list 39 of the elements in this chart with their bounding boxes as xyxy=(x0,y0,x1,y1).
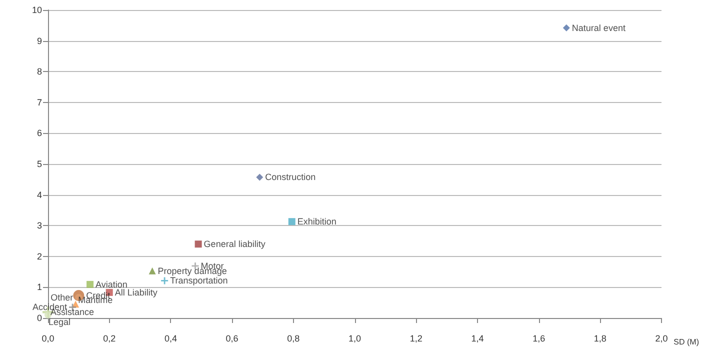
x-tick-label: 0,4 xyxy=(164,334,177,344)
point xyxy=(161,277,168,284)
y-tick-label: 2 xyxy=(36,251,42,262)
y-tick-label: 5 xyxy=(36,159,42,169)
series-label: Aviation xyxy=(96,279,128,290)
point xyxy=(86,280,94,288)
y-tick-label: 10 xyxy=(32,5,42,15)
x-tick-label: 1,0 xyxy=(348,334,362,344)
x-tick-label: 1,2 xyxy=(410,334,422,344)
series-label: Exhibition xyxy=(297,216,336,227)
y-tick-label: 3 xyxy=(36,220,42,231)
x-tick-label: 1,4 xyxy=(471,334,484,344)
x-tick-label: 1,6 xyxy=(532,334,546,344)
series-label: Legal xyxy=(48,316,71,327)
y-tick-label: 9 xyxy=(36,36,42,46)
point xyxy=(288,218,296,226)
y-tick-label: 7 xyxy=(36,97,42,108)
y-tick-label: 8 xyxy=(36,66,42,77)
x-tick-label: 0,0 xyxy=(42,334,54,344)
point xyxy=(562,24,570,32)
point xyxy=(194,240,202,248)
y-tick-label: 1 xyxy=(36,282,42,292)
x-tick-label: 1,8 xyxy=(594,334,606,344)
series-label: Construction xyxy=(265,172,316,182)
series-label: Transportation xyxy=(170,276,228,286)
y-tick-label: 0 xyxy=(36,313,42,323)
y-tick-label: 4 xyxy=(36,190,42,200)
y-tick-label: 6 xyxy=(36,128,42,138)
series-label: All Liability xyxy=(114,287,158,298)
x-tick-label: 2,0 xyxy=(655,334,668,344)
x-axis-title: SD (M) xyxy=(674,338,700,346)
series-label: General liability xyxy=(204,239,266,250)
series-label: Other xyxy=(50,292,74,302)
point xyxy=(256,174,264,181)
series-label: Natural event xyxy=(572,22,626,33)
x-tick-label: 0,8 xyxy=(287,334,300,344)
x-tick-label: 0,2 xyxy=(103,334,116,344)
point xyxy=(148,267,156,274)
x-tick-label: 0,6 xyxy=(226,334,238,344)
